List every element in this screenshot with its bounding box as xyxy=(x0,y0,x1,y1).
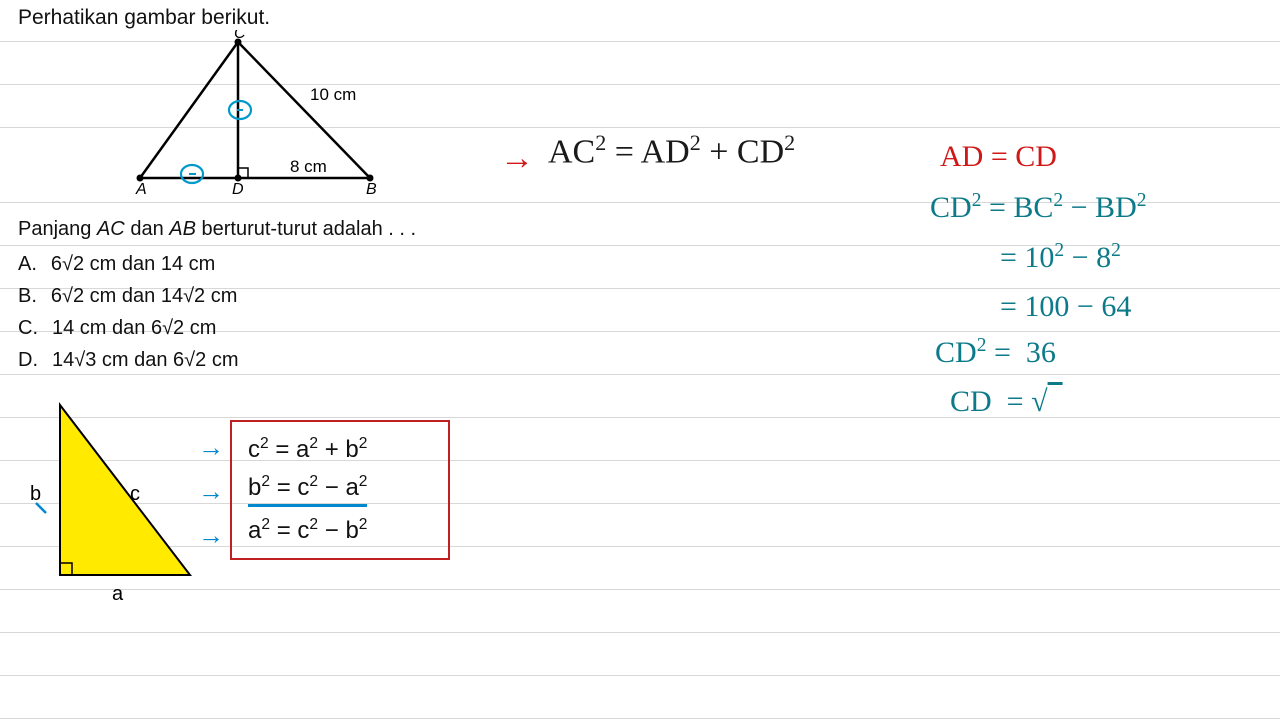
vertex-b-label: B xyxy=(366,181,377,195)
option-a: A.6√2 cm dan 14 cm xyxy=(18,248,238,280)
answer-options: A.6√2 cm dan 14 cm B.6√2 cm dan 14√2 cm … xyxy=(18,248,238,376)
problem-question: Panjang AC dan AB berturut-turut adalah … xyxy=(18,218,416,241)
work-line-2: = 102 − 82 xyxy=(1000,240,1121,275)
base-right-label: 8 cm xyxy=(290,157,327,176)
pythagoras-formula-box: c2 = a2 + b2 b2 = c2 − a2 a2 = c2 − b2 xyxy=(230,420,450,560)
vertex-a-label: A xyxy=(135,181,147,195)
hypotenuse-label: 10 cm xyxy=(310,85,356,104)
problem-title: Perhatikan gambar berikut. xyxy=(18,6,270,30)
side-b-label: b xyxy=(30,483,41,505)
yellow-right-triangle: b a c xyxy=(30,395,220,615)
ad-eq-cd: AD = CD xyxy=(940,140,1057,174)
formula-3: a2 = c2 − b2 xyxy=(248,516,432,545)
work-line-1: CD2 = BC2 − BD2 xyxy=(930,190,1146,225)
option-d: D.14√3 cm dan 6√2 cm xyxy=(18,344,238,376)
vertex-c-label: C xyxy=(234,30,246,42)
option-b: B.6√2 cm dan 14√2 cm xyxy=(18,280,238,312)
arrow-f2-icon: → xyxy=(198,476,224,507)
option-c: C.14 cm dan 6√2 cm xyxy=(18,312,238,344)
side-a-label: a xyxy=(112,583,124,605)
work-line-4: CD2 = 36 xyxy=(935,335,1056,370)
arrow-f1-icon: → xyxy=(198,432,224,463)
side-c-label: c xyxy=(130,483,140,505)
formula-1: c2 = a2 + b2 xyxy=(248,435,432,464)
arrow-main-icon: → xyxy=(500,140,534,178)
work-line-5: CD = √ xyxy=(950,385,1063,419)
work-line-3: = 100 − 64 xyxy=(1000,290,1131,324)
main-equation: AC2 = AD2 + CD2 xyxy=(548,130,795,171)
arrow-f3-icon: → xyxy=(198,520,224,551)
formula-2: b2 = c2 − a2 xyxy=(248,473,367,507)
triangle-abcd-diagram: A B C D 10 cm 8 cm xyxy=(130,30,410,195)
vertex-d-label: D xyxy=(232,181,244,195)
